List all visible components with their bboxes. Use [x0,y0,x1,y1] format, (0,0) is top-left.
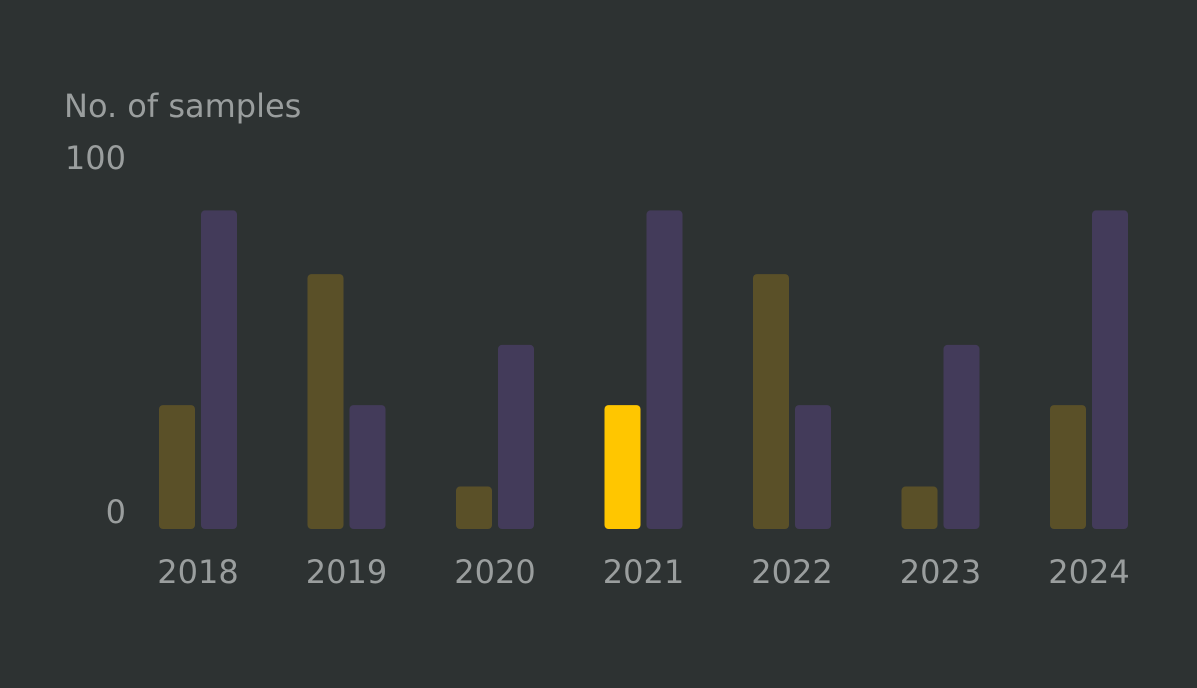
bar-2020-series-2 [498,344,534,529]
bar-2024-series-1 [1050,405,1086,529]
bar-2020-series-1 [456,486,492,529]
x-tick-label-2022: 2022 [751,553,832,591]
bar-2018-series-1 [159,405,195,529]
x-tick-label-2018: 2018 [157,553,238,591]
bar-2024-series-2 [1092,210,1128,529]
x-tick-label-2021: 2021 [603,553,684,591]
bar-2023-series-1 [901,486,938,529]
bar-2022-series-2 [795,405,831,529]
bar-2019-series-1 [307,274,344,529]
x-tick-label-2020: 2020 [454,553,535,591]
y-tick-label-100: 100 [65,139,126,177]
x-tick-label-2019: 2019 [306,553,387,591]
bar-2021-series-1 [604,405,641,529]
x-tick-label-2024: 2024 [1048,553,1129,591]
x-tick-label-2023: 2023 [900,553,981,591]
y-axis-label: No. of samples [64,87,301,125]
bar-2023-series-2 [943,344,980,529]
bar-2018-series-2 [201,210,237,529]
bar-2019-series-2 [349,405,386,529]
y-tick-label-0: 0 [106,493,126,531]
bar-2021-series-2 [646,210,683,529]
bar-2022-series-1 [753,274,789,529]
